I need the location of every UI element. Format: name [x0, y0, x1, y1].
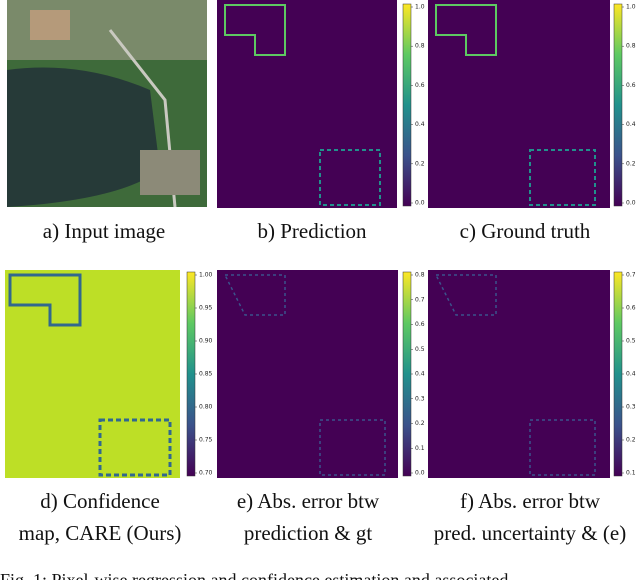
colorbar-tick-label: 0.0 [415, 200, 425, 207]
colorbar-tick-label: 0.6 [626, 305, 636, 312]
colorbar-tick-label: 0.4 [415, 121, 425, 128]
colorbar-tick-label: 0.85 [199, 371, 213, 378]
colorbar-tick-label: 0.8 [415, 272, 425, 279]
panel-caption: c) Ground truth [460, 219, 591, 243]
panel-caption: a) Input image [43, 219, 165, 243]
colorbar-tick-label: 0.95 [199, 305, 213, 312]
colorbar-tick-label: 0.7 [626, 272, 636, 279]
colorbar-tick-label: 0.1 [626, 470, 636, 477]
panel-caption: b) Prediction [257, 219, 367, 243]
figure-caption: Fig. 1: Pixel-wise regression and confid… [0, 570, 508, 580]
uncertainty-error-map [428, 270, 610, 478]
colorbar-tick-label: 0.0 [415, 470, 425, 477]
colorbar-tick-label: 0.3 [626, 404, 636, 411]
panel-caption: pred. uncertainty & (e) [434, 521, 626, 545]
colorbar-tick-label: 0.6 [415, 82, 425, 89]
prediction-map [217, 0, 397, 208]
colorbar-tick-label: 0.4 [626, 121, 636, 128]
colorbar-tick-label: 0.7 [415, 296, 425, 303]
colorbar-tick-label: 0.8 [415, 43, 425, 50]
colorbar-tick-label: 0.75 [199, 437, 213, 444]
colorbar-tick-label: 0.4 [626, 371, 636, 378]
colorbar-tick-label: 0.4 [415, 371, 425, 378]
colorbar-tick-label: 0.90 [199, 338, 213, 345]
colorbar-tick-label: 0.0 [626, 200, 636, 207]
colorbar-tick-label: 1.0 [626, 4, 636, 11]
input-image [7, 0, 207, 208]
colorbar-tick-label: 0.2 [626, 160, 636, 167]
colorbar-tick-label: 0.6 [415, 321, 425, 328]
panel-caption: map, CARE (Ours) [19, 521, 182, 545]
panel-caption: prediction & gt [244, 521, 372, 545]
colorbar-tick-label: 0.5 [626, 338, 636, 345]
colorbar-tick-label: 0.6 [626, 82, 636, 89]
panel-caption: d) Confidence [40, 489, 160, 513]
panel-caption: e) Abs. error btw [237, 489, 380, 513]
colorbar-tick-label: 0.80 [199, 404, 213, 411]
ground-truth-map [428, 0, 610, 208]
panel-caption: f) Abs. error btw [460, 489, 601, 513]
colorbar [186, 271, 196, 477]
colorbar-tick-label: 0.70 [199, 470, 213, 477]
colorbar-tick-label: 0.8 [626, 43, 636, 50]
colorbar-tick-label: 0.2 [415, 420, 425, 427]
prediction-error-map [217, 270, 398, 478]
colorbar-tick-label: 0.2 [415, 160, 425, 167]
colorbar-tick-label: 0.3 [415, 395, 425, 402]
colorbar-tick-label: 0.5 [415, 346, 425, 353]
colorbar-tick-label: 1.0 [415, 4, 425, 11]
colorbar-tick-label: 0.1 [415, 445, 425, 452]
confidence-map [5, 270, 180, 478]
colorbar-tick-label: 0.2 [626, 437, 636, 444]
colorbar [402, 3, 412, 207]
colorbar-tick-label: 1.00 [199, 272, 213, 279]
colorbar [613, 3, 623, 207]
colorbar [613, 271, 623, 477]
colorbar [402, 271, 412, 477]
